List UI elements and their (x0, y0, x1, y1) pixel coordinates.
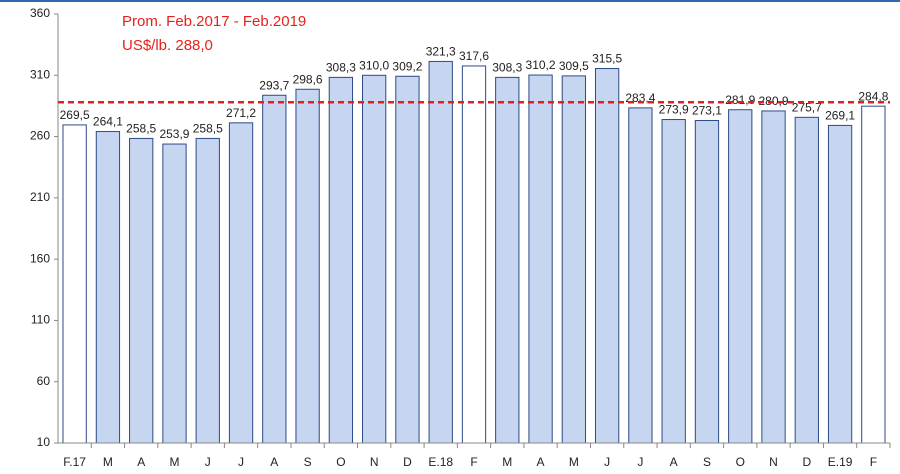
bar (428, 60, 453, 444)
value-label: 273,1 (692, 104, 722, 118)
x-tick-label: J (637, 455, 643, 469)
x-tick-label: S (304, 455, 312, 469)
bar (395, 75, 420, 444)
x-tick-label: D (802, 455, 811, 469)
bar (628, 107, 653, 444)
bar (129, 137, 154, 444)
value-label: 258,5 (126, 122, 156, 136)
value-label: 309,2 (392, 59, 422, 73)
value-label: 310,0 (359, 58, 389, 72)
x-tick-label: D (403, 455, 412, 469)
x-tick-label: F (470, 455, 477, 469)
x-tick-label: O (736, 455, 745, 469)
value-label: 273,9 (659, 103, 689, 117)
x-tick-label: O (336, 455, 345, 469)
x-tick-label: F (870, 455, 877, 469)
bar (661, 119, 686, 444)
annotation: Prom. Feb.2017 - Feb.2019 (122, 13, 306, 30)
bar (362, 74, 387, 444)
value-label: 321,3 (426, 45, 456, 59)
x-tick-label: J (238, 455, 244, 469)
bar (162, 143, 187, 444)
bar (827, 124, 853, 444)
bar (794, 116, 819, 444)
bar (461, 65, 487, 444)
x-tick-label: A (670, 455, 678, 469)
bar (495, 76, 520, 444)
bar (528, 74, 553, 444)
x-tick-label: A (270, 455, 278, 469)
bar (262, 94, 287, 444)
x-tick-label: M (502, 455, 512, 469)
x-tick-label: E.19 (828, 455, 853, 469)
y-tick-label: 360 (30, 6, 50, 20)
bar (62, 124, 87, 444)
y-tick-label: 310 (30, 67, 50, 81)
value-label: 298,6 (293, 72, 323, 86)
x-tick-label: N (769, 455, 778, 469)
x-tick-label: J (604, 455, 610, 469)
bar (694, 120, 720, 444)
bar (195, 137, 220, 444)
y-tick-label: 260 (30, 129, 50, 143)
bar (328, 76, 354, 444)
x-tick-label: M (103, 455, 113, 469)
bar (861, 105, 886, 444)
bar (594, 68, 620, 444)
x-tick-label: A (537, 455, 545, 469)
bar (728, 109, 753, 444)
value-label: 308,3 (326, 61, 356, 75)
value-label: 310,2 (526, 58, 556, 72)
value-label: 275,7 (792, 100, 822, 114)
value-label: 258,5 (193, 122, 223, 136)
reference-label: US$/lb. 288,0 (122, 37, 213, 54)
value-label: 284,8 (858, 89, 888, 103)
bar (95, 131, 121, 444)
value-label: 269,5 (60, 108, 90, 122)
bar (561, 75, 586, 444)
value-label: 315,5 (592, 52, 622, 66)
y-tick-label: 210 (30, 190, 50, 204)
value-label: 293,7 (259, 78, 289, 92)
value-label: 271,2 (226, 106, 256, 120)
value-label: 308,3 (492, 61, 522, 75)
x-tick-label: F.17 (63, 455, 86, 469)
bar (228, 122, 254, 444)
x-tick-label: N (370, 455, 379, 469)
x-tick-label: S (703, 455, 711, 469)
x-tick-label: A (137, 455, 145, 469)
x-tick-label: J (205, 455, 211, 469)
bar (761, 110, 786, 444)
y-tick-label: 10 (37, 435, 51, 449)
value-label: 264,1 (93, 115, 123, 129)
x-tick-label: E.18 (428, 455, 453, 469)
value-label: 309,5 (559, 59, 589, 73)
value-label: 253,9 (159, 127, 189, 141)
y-tick-label: 160 (30, 251, 50, 265)
value-label: 269,1 (825, 109, 855, 123)
x-tick-label: M (569, 455, 579, 469)
value-label: 317,6 (459, 49, 489, 63)
value-label: 281,9 (725, 93, 755, 107)
bar (295, 88, 320, 444)
x-tick-label: M (169, 455, 179, 469)
y-tick-label: 110 (31, 313, 50, 327)
y-tick-label: 60 (37, 374, 51, 388)
